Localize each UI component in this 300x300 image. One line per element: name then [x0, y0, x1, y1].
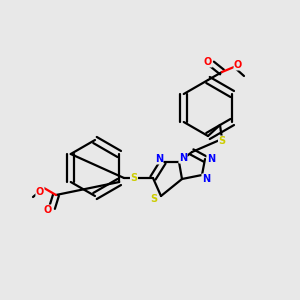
Text: O: O: [234, 60, 242, 70]
Text: S: S: [130, 173, 138, 183]
Text: O: O: [204, 57, 212, 67]
Text: N: N: [179, 153, 187, 163]
Text: N: N: [155, 154, 163, 164]
Text: O: O: [44, 205, 52, 215]
Text: S: S: [150, 194, 158, 204]
Text: N: N: [207, 154, 215, 164]
Text: N: N: [202, 174, 210, 184]
Text: S: S: [218, 136, 226, 146]
Text: O: O: [36, 187, 44, 197]
